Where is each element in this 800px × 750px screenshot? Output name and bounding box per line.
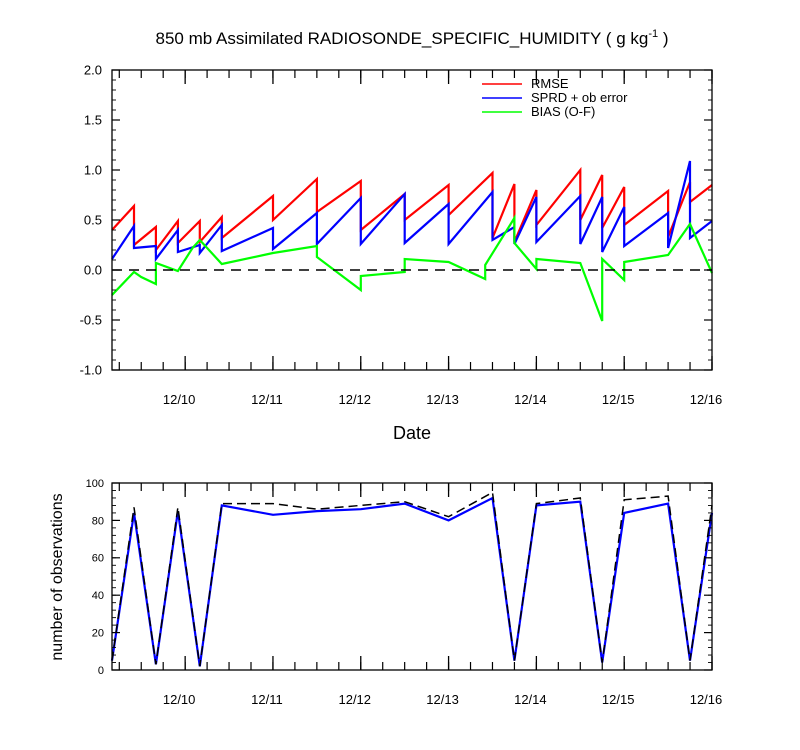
top-xtick-label: 12/16 <box>690 392 723 407</box>
bottom-series-line-0 <box>110 496 714 667</box>
bottom-xtick-label: 12/12 <box>338 692 371 707</box>
x-axis-label: Date <box>393 423 431 443</box>
legend-label-bias: BIAS (O-F) <box>531 104 595 119</box>
top-xtick-label: 12/14 <box>514 392 547 407</box>
bottom-ytick-label: 60 <box>92 553 104 565</box>
bottom-ytick-label: 20 <box>92 627 104 639</box>
legend-label-rmse: RMSE <box>531 76 569 91</box>
bottom-axes: 100 80 60 40 20 0 12/10 12/11 12/12 12/13 12/14 12/… <box>86 478 723 707</box>
bottom-ytick-label: 80 <box>92 515 104 527</box>
top-series-line-0 <box>111 166 713 254</box>
bottom-xtick-label: 12/10 <box>163 692 196 707</box>
y-axis-label-observations: number of observations <box>49 493 66 660</box>
chart-title: 850 mb Assimilated RADIOSONDE_SPECIFIC_H… <box>156 28 669 48</box>
top-series-line-2 <box>111 214 714 322</box>
top-xtick-label: 12/15 <box>602 392 635 407</box>
bottom-ytick-label: 100 <box>86 478 104 490</box>
legend: RMSE SPRD + ob error BIAS (O-F) <box>482 76 628 119</box>
top-xtick-label: 12/11 <box>251 392 283 407</box>
bottom-plot-frame <box>111 482 713 671</box>
rmse-panel: 850 mb Assimilated RADIOSONDE_SPECIFIC_H… <box>80 28 723 443</box>
legend-label-sprd: SPRD + ob error <box>531 90 628 105</box>
observation-count-panel: 100 80 60 40 20 0 12/10 12/11 12/12 12/13 12/14 12/… <box>49 478 722 707</box>
bottom-xtick-label: 12/13 <box>426 692 459 707</box>
bottom-xtick-label: 12/14 <box>514 692 547 707</box>
top-axes: 2.0 1.5 1.0 0.5 0.0 -0.5 -1.0 12/10 12/11 12/12 12… <box>80 63 723 407</box>
top-ytick-label: 1.5 <box>84 113 102 128</box>
top-ytick-label: 0.0 <box>84 263 102 278</box>
bottom-xtick-label: 12/16 <box>690 692 723 707</box>
top-ytick-label: 2.0 <box>84 63 102 78</box>
observation-series-group <box>110 491 714 667</box>
top-plot-frame <box>111 69 713 371</box>
bottom-xtick-label: 12/11 <box>251 692 283 707</box>
top-xtick-label: 12/13 <box>426 392 459 407</box>
bottom-ytick-label: 0 <box>98 665 104 677</box>
bottom-xtick-label: 12/15 <box>602 692 635 707</box>
top-ytick-label: -0.5 <box>80 313 102 328</box>
top-xtick-label: 12/12 <box>338 392 371 407</box>
top-ytick-label: 0.5 <box>84 213 102 228</box>
rmse-series-group <box>111 160 714 322</box>
bottom-ytick-label: 40 <box>92 590 104 602</box>
top-xtick-label: 12/10 <box>163 392 196 407</box>
top-series-line-1 <box>111 160 713 263</box>
top-ytick-label: -1.0 <box>80 363 102 378</box>
top-ytick-label: 1.0 <box>84 163 102 178</box>
bottom-series-line-1 <box>111 491 713 667</box>
